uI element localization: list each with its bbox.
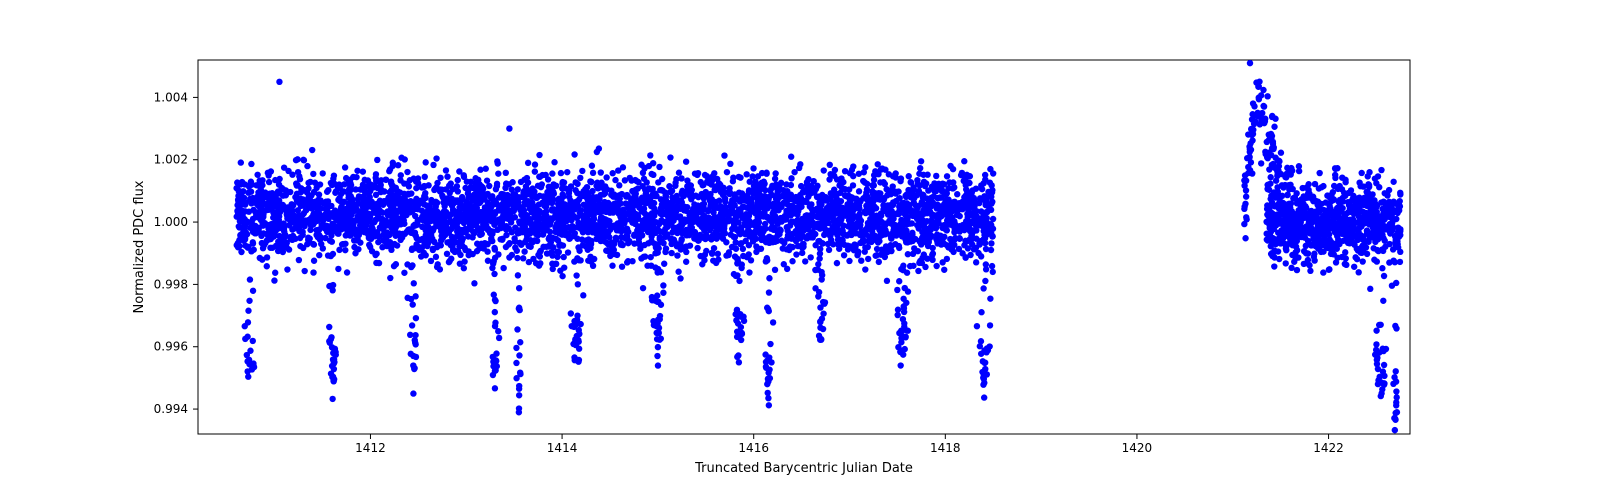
y-tick-label: 0.996	[154, 340, 188, 354]
x-tick-label: 1414	[547, 441, 578, 455]
chart-svg: 1412 1414 1416 1418 1420 1422 0.994 0.996 0.998 1…	[0, 0, 1600, 500]
y-axis-label: Normalized PDC flux	[132, 180, 147, 313]
x-tick-label: 1412	[355, 441, 386, 455]
x-tick-label: 1422	[1313, 441, 1344, 455]
y-tick-label: 0.994	[154, 402, 188, 416]
x-tick-label: 1416	[738, 441, 769, 455]
y-tick-label: 0.998	[154, 277, 188, 291]
scatter-points	[233, 60, 1403, 433]
y-tick-label: 1.002	[154, 153, 188, 167]
x-tick-label: 1420	[1122, 441, 1153, 455]
y-tick-label: 1.000	[154, 215, 188, 229]
x-tick-label: 1418	[930, 441, 961, 455]
x-axis-label: Truncated Barycentric Julian Date	[694, 461, 913, 476]
y-tick-label: 1.004	[154, 90, 188, 104]
scatter-chart: 1412 1414 1416 1418 1420 1422 0.994 0.996 0.998 1…	[0, 0, 1600, 500]
